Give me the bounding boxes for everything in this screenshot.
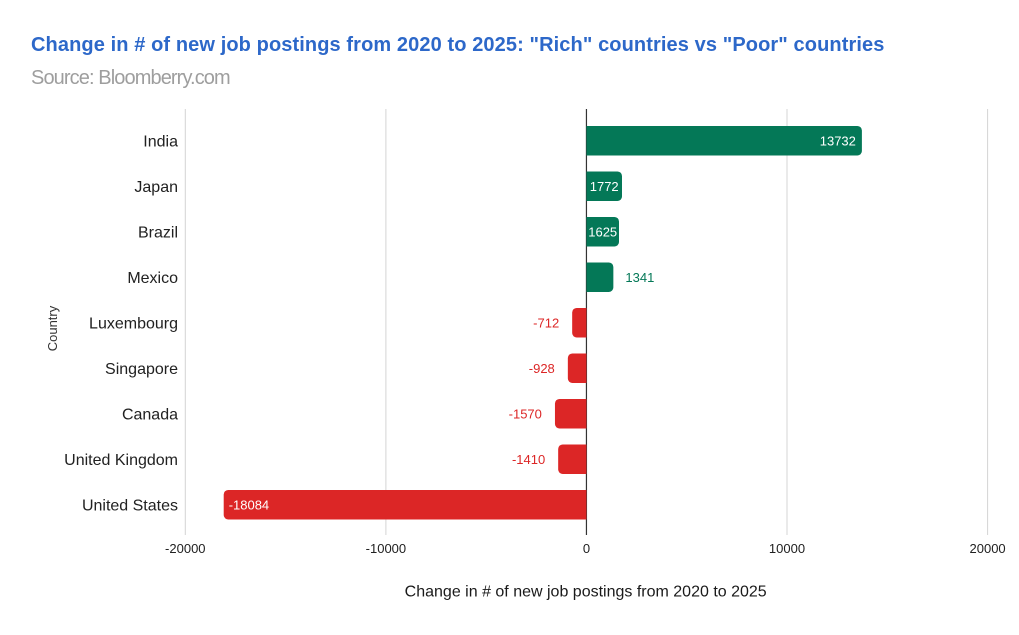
- svg-text:Country: Country: [45, 305, 60, 351]
- svg-text:Change in # of new job posting: Change in # of new job postings from 202…: [405, 584, 767, 601]
- svg-text:20000: 20000: [970, 541, 1006, 556]
- svg-text:Canada: Canada: [122, 406, 178, 423]
- svg-text:Mexico: Mexico: [127, 270, 178, 287]
- svg-text:-712: -712: [533, 315, 559, 330]
- svg-text:Singapore: Singapore: [105, 361, 178, 378]
- svg-text:-10000: -10000: [366, 541, 406, 556]
- svg-text:-20000: -20000: [165, 541, 205, 556]
- svg-text:-928: -928: [529, 361, 555, 376]
- svg-text:-1410: -1410: [512, 452, 545, 467]
- svg-text:1772: 1772: [590, 179, 619, 194]
- svg-text:United States: United States: [82, 497, 178, 514]
- svg-text:Source: Bloomberry.com: Source: Bloomberry.com: [31, 67, 230, 89]
- svg-text:India: India: [143, 133, 178, 150]
- svg-text:10000: 10000: [769, 541, 805, 556]
- svg-text:Luxembourg: Luxembourg: [89, 315, 178, 332]
- svg-text:-1570: -1570: [509, 406, 542, 421]
- svg-text:13732: 13732: [820, 133, 856, 148]
- svg-text:0: 0: [583, 541, 590, 556]
- svg-text:1625: 1625: [588, 224, 617, 239]
- svg-text:United Kingdom: United Kingdom: [64, 452, 178, 469]
- svg-text:Change in # of new job posting: Change in # of new job postings from 202…: [31, 34, 884, 56]
- svg-text:-18084: -18084: [229, 497, 269, 512]
- svg-text:1341: 1341: [625, 270, 654, 285]
- svg-text:Japan: Japan: [134, 179, 178, 196]
- svg-text:Brazil: Brazil: [138, 224, 178, 241]
